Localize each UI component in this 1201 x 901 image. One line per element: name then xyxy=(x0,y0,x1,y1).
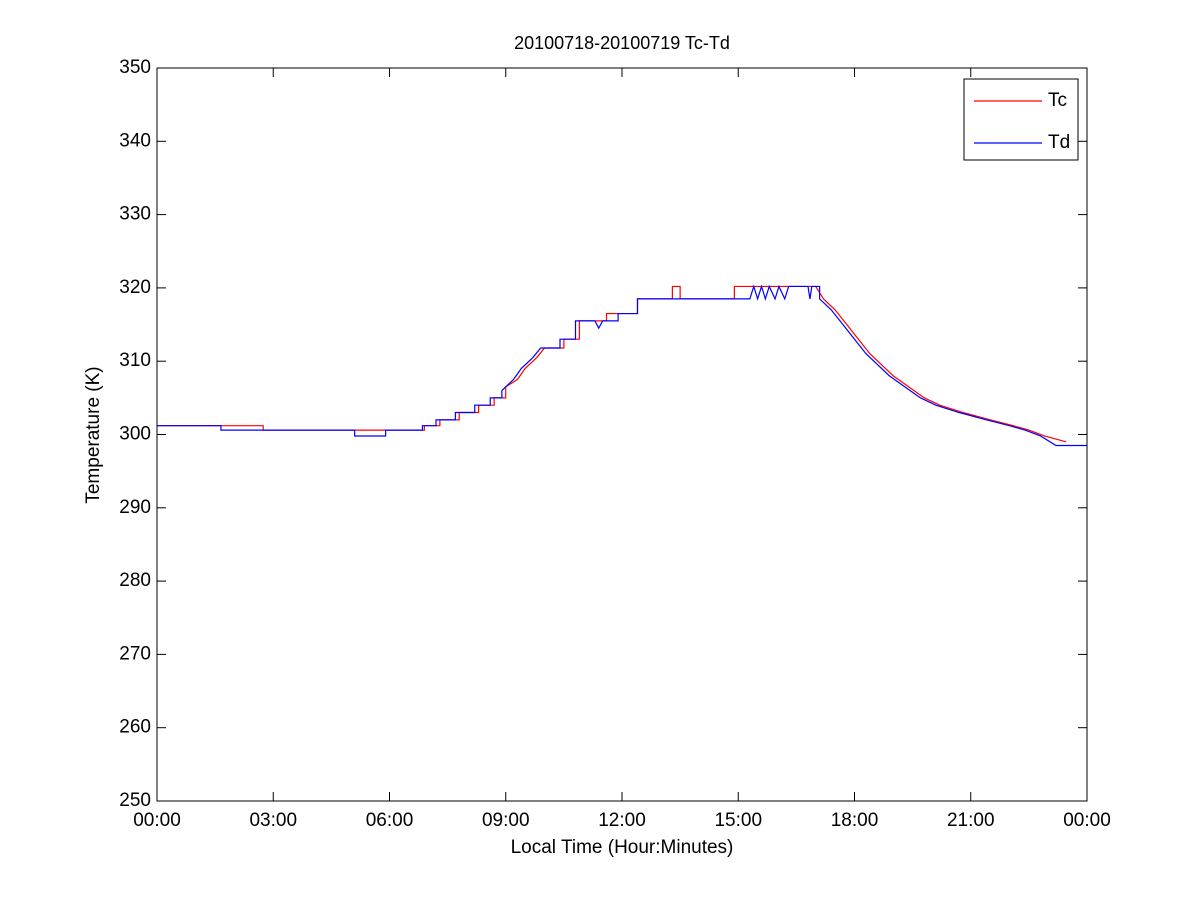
y-tick-label: 320 xyxy=(119,277,151,298)
y-tick-label: 340 xyxy=(119,130,151,151)
y-tick-label: 330 xyxy=(119,204,151,225)
x-tick-label: 00:00 xyxy=(1063,810,1111,831)
y-axis-label: Temperature (K) xyxy=(83,366,104,503)
x-tick-label: 18:00 xyxy=(831,810,879,831)
legend-box xyxy=(963,78,1079,161)
chart-title: 20100718-20100719 Tc-Td xyxy=(514,33,730,53)
legend-label: Td xyxy=(1048,132,1070,153)
x-tick-label: 03:00 xyxy=(249,810,297,831)
x-tick-label: 09:00 xyxy=(482,810,530,831)
data-line xyxy=(157,284,1087,447)
y-tick-label: 310 xyxy=(119,350,151,371)
y-tick-label: 250 xyxy=(119,790,151,811)
y-tick-label: 260 xyxy=(119,717,151,738)
x-tick-label: 15:00 xyxy=(714,810,762,831)
x-tick-label: 00:00 xyxy=(133,810,181,831)
y-tick-label: 280 xyxy=(119,570,151,591)
y-tick-label: 350 xyxy=(119,57,151,78)
y-tick-label: 290 xyxy=(119,497,151,518)
x-tick-label: 06:00 xyxy=(366,810,414,831)
x-axis-label: Local Time (Hour:Minutes) xyxy=(511,837,734,858)
x-tick-label: 12:00 xyxy=(598,810,646,831)
x-tick-label: 21:00 xyxy=(947,810,995,831)
legend-label: Tc xyxy=(1048,90,1067,111)
y-tick-label: 300 xyxy=(119,424,151,445)
y-tick-label: 270 xyxy=(119,643,151,664)
